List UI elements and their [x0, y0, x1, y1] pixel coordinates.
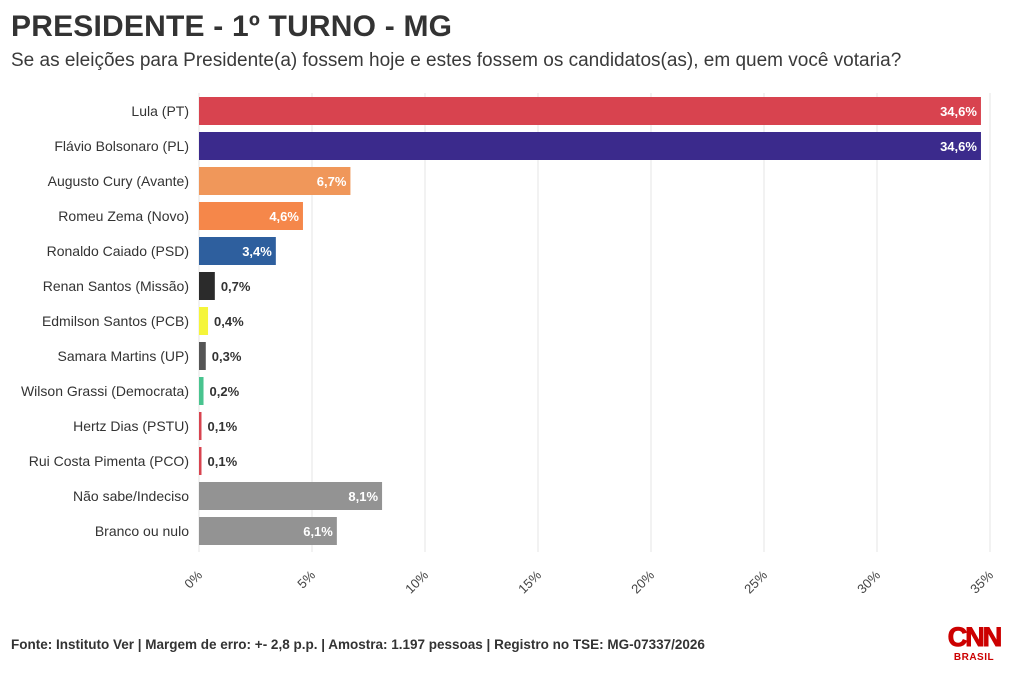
- value-label: 8,1%: [348, 489, 378, 504]
- value-label: 0,7%: [221, 279, 251, 294]
- bar: [199, 377, 204, 405]
- bar: [199, 272, 215, 300]
- bar: [199, 97, 981, 125]
- bar: [199, 307, 209, 335]
- value-label: 0,3%: [212, 349, 242, 364]
- bar: [199, 342, 206, 370]
- category-label: Branco ou nulo: [95, 523, 189, 539]
- category-label: Ronaldo Caiado (PSD): [47, 243, 189, 259]
- bar: [199, 132, 981, 160]
- cnn-logo-text: CNN: [947, 622, 1003, 653]
- value-label: 6,7%: [317, 174, 347, 189]
- cnn-logo-subtext: BRASIL: [953, 652, 995, 663]
- x-tick-label: 10%: [402, 567, 431, 596]
- category-label: Wilson Grassi (Democrata): [21, 383, 189, 399]
- bar: [199, 167, 351, 195]
- bar: [199, 482, 383, 510]
- x-tick-label: 15%: [515, 567, 544, 596]
- value-label: 34,6%: [940, 104, 977, 119]
- category-label: Samara Martins (UP): [58, 348, 189, 364]
- bar: [199, 237, 276, 265]
- x-tick-label: 25%: [741, 567, 770, 596]
- x-tick-label: 30%: [854, 567, 883, 596]
- value-label: 6,1%: [303, 524, 333, 539]
- bar-chart: 34,6% 34,6% 6,7% 4,6% 3,4% 0,7% 0,4% 0,3% 0,2% 0,…: [21, 93, 996, 597]
- chart-title: PRESIDENTE - 1º TURNO - MG: [11, 10, 453, 43]
- category-label: Renan Santos (Missão): [43, 278, 189, 294]
- x-tick-label: 5%: [294, 567, 318, 591]
- value-label: 4,6%: [269, 209, 299, 224]
- cnn-brasil-logo: CNN BRASIL: [944, 622, 1004, 666]
- category-label: Lula (PT): [131, 103, 189, 119]
- category-label: Edmilson Santos (PCB): [42, 313, 189, 329]
- value-label: 0,1%: [208, 419, 238, 434]
- x-axis-ticks: 0% 5% 10% 15% 20% 25% 30% 35%: [181, 567, 996, 596]
- bar: [199, 202, 303, 230]
- category-label: Flávio Bolsonaro (PL): [54, 138, 189, 154]
- value-label: 0,1%: [208, 454, 238, 469]
- category-labels: Lula (PT) Flávio Bolsonaro (PL) Augusto Cu…: [21, 103, 189, 539]
- value-label: 34,6%: [940, 139, 977, 154]
- x-tick-label: 35%: [967, 567, 996, 596]
- value-label: 0,2%: [210, 384, 240, 399]
- category-label: Augusto Cury (Avante): [48, 173, 189, 189]
- bars: 34,6% 34,6% 6,7% 4,6% 3,4% 0,7% 0,4% 0,3% 0,2% 0,…: [199, 97, 981, 545]
- x-tick-label: 20%: [628, 567, 657, 596]
- category-label: Não sabe/Indeciso: [73, 488, 189, 504]
- bar: [199, 447, 202, 475]
- category-label: Romeu Zema (Novo): [58, 208, 189, 224]
- bar: [199, 412, 202, 440]
- category-label: Hertz Dias (PSTU): [73, 418, 189, 434]
- bar: [199, 517, 337, 545]
- chart-subtitle: Se as eleições para Presidente(a) fossem…: [11, 50, 902, 71]
- value-label: 0,4%: [214, 314, 244, 329]
- value-label: 3,4%: [242, 244, 272, 259]
- x-tick-label: 0%: [181, 567, 205, 591]
- category-label: Rui Costa Pimenta (PCO): [29, 453, 189, 469]
- source-note: Fonte: Instituto Ver | Margem de erro: +…: [11, 637, 705, 652]
